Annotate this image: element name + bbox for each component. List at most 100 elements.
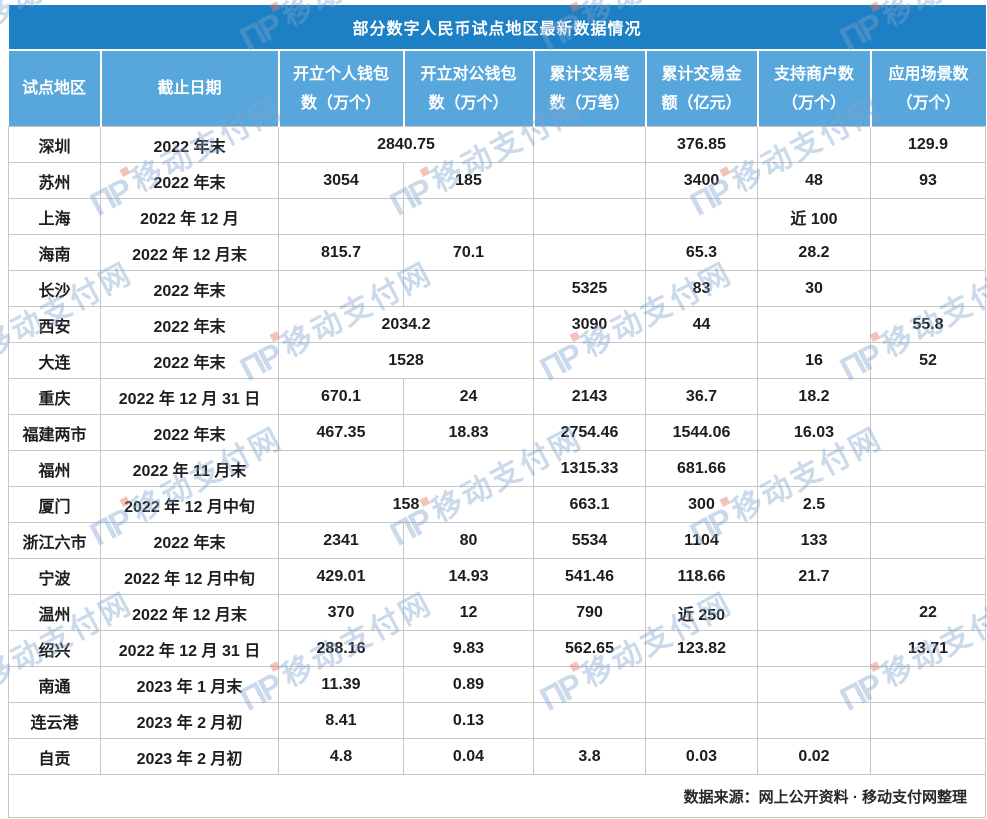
tx-amount-cell: 83: [645, 270, 758, 307]
table-row: 厦门 2022 年 12 月中旬 158 663.1 300 2.5: [8, 486, 987, 523]
personal-wallet-cell: 670.1: [278, 378, 404, 415]
region-cell: 苏州: [8, 162, 101, 199]
merchants-cell: 2.5: [757, 486, 871, 523]
date-cell: 2022 年末: [100, 306, 279, 343]
merchants-cell: 21.7: [757, 558, 871, 595]
region-cell: 重庆: [8, 378, 101, 415]
date-cell: 2022 年 11 月末: [100, 450, 279, 487]
personal-wallet-cell: 11.39: [278, 666, 404, 703]
tx-count-cell: [533, 666, 646, 703]
region-cell: 福州: [8, 450, 101, 487]
merchants-cell: [757, 126, 871, 163]
table-row: 海南 2022 年 12 月末 815.7 70.1 65.3 28.2: [8, 234, 987, 271]
corporate-wallet-cell: 24: [403, 378, 534, 415]
tx-count-cell: [533, 198, 646, 235]
tx-amount-cell: 376.85: [645, 126, 758, 163]
corporate-wallet-cell: 12: [403, 594, 534, 631]
date-cell: 2022 年末: [100, 270, 279, 307]
date-cell: 2022 年 12 月 31 日: [100, 630, 279, 667]
date-cell: 2022 年 12 月: [100, 198, 279, 235]
table-row: 苏州 2022 年末 3054 185 3400 48 93: [8, 162, 987, 199]
date-cell: 2022 年末: [100, 126, 279, 163]
tx-count-cell: 790: [533, 594, 646, 631]
merchants-cell: 0.02: [757, 738, 871, 775]
personal-wallet-cell: 467.35: [278, 414, 404, 451]
scenarios-cell: 129.9: [869, 126, 987, 163]
col-header-corporate-wallet: 开立对公钱包 数（万个）: [402, 50, 534, 127]
pilot-data-table: 部分数字人民币试点地区最新数据情况 试点地区 截止日期 开立个人钱包 数（万个）…: [7, 5, 987, 818]
tx-amount-cell: 123.82: [645, 630, 758, 667]
tx-amount-cell: 44: [645, 306, 758, 343]
scenarios-cell: 22: [869, 594, 987, 631]
tx-count-cell: 5534: [533, 522, 646, 559]
tx-count-cell: [533, 234, 646, 271]
personal-wallet-cell: 815.7: [278, 234, 404, 271]
scenarios-cell: [869, 486, 987, 523]
region-cell: 自贡: [8, 738, 101, 775]
date-cell: 2022 年末: [100, 342, 279, 379]
corporate-wallet-cell: 70.1: [403, 234, 534, 271]
corporate-wallet-cell: 0.04: [403, 738, 534, 775]
corporate-wallet-cell: 185: [403, 162, 534, 199]
tx-amount-cell: [645, 342, 758, 379]
date-cell: 2023 年 1 月末: [100, 666, 279, 703]
scenarios-cell: [869, 558, 987, 595]
scenarios-cell: 52: [869, 342, 987, 379]
wallets-merged-cell: 2840.75: [278, 126, 534, 163]
scenarios-cell: [869, 738, 987, 775]
tx-amount-cell: [645, 666, 758, 703]
region-cell: 西安: [8, 306, 101, 343]
merchants-cell: 16.03: [757, 414, 871, 451]
tx-amount-cell: 681.66: [645, 450, 758, 487]
col-header-scenarios: 应用场景数 （万个）: [869, 50, 986, 127]
region-cell: 厦门: [8, 486, 101, 523]
personal-wallet-cell: 429.01: [278, 558, 404, 595]
tx-amount-cell: 0.03: [645, 738, 758, 775]
scenarios-cell: [869, 702, 987, 739]
corporate-wallet-cell: 0.89: [403, 666, 534, 703]
scenarios-cell: [869, 522, 987, 559]
table-row: 长沙 2022 年末 5325 83 30: [8, 270, 987, 307]
tx-count-cell: 541.46: [533, 558, 646, 595]
wallets-merged-cell: 2034.2: [278, 306, 534, 343]
region-cell: 福建两市: [8, 414, 101, 451]
merchants-cell: [757, 666, 871, 703]
table-row: 福建两市 2022 年末 467.35 18.83 2754.46 1544.06 16.0…: [8, 414, 987, 451]
data-source-note: 数据来源：网上公开资料 · 移动支付网整理: [7, 774, 987, 818]
col-header-merchants: 支持商户数 （万个）: [756, 50, 871, 127]
corporate-wallet-cell: [403, 270, 534, 307]
date-cell: 2022 年末: [100, 162, 279, 199]
tx-amount-cell: 3400: [645, 162, 758, 199]
table-row: 上海 2022 年 12 月 近 100: [8, 198, 987, 235]
scenarios-cell: [869, 414, 987, 451]
personal-wallet-cell: [278, 450, 404, 487]
tx-count-cell: 562.65: [533, 630, 646, 667]
merchants-cell: 133: [757, 522, 871, 559]
table-row: 西安 2022 年末 2034.2 3090 44 55.8: [8, 306, 987, 343]
scenarios-cell: [869, 234, 987, 271]
tx-amount-cell: 近 250: [645, 594, 758, 631]
corporate-wallet-cell: [403, 450, 534, 487]
merchants-cell: [757, 306, 871, 343]
wallets-merged-cell: 1528: [278, 342, 534, 379]
table-title: 部分数字人民币试点地区最新数据情况: [8, 5, 986, 51]
merchants-cell: [757, 594, 871, 631]
merchants-cell: [757, 702, 871, 739]
corporate-wallet-cell: [403, 198, 534, 235]
tx-amount-cell: 300: [645, 486, 758, 523]
merchants-cell: [757, 630, 871, 667]
table-row: 深圳 2022 年末 2840.75 376.85 129.9: [8, 126, 987, 163]
merchants-cell: [757, 450, 871, 487]
personal-wallet-cell: [278, 270, 404, 307]
tx-amount-cell: [645, 702, 758, 739]
region-cell: 南通: [8, 666, 101, 703]
merchants-cell: 16: [757, 342, 871, 379]
personal-wallet-cell: 2341: [278, 522, 404, 559]
personal-wallet-cell: 4.8: [278, 738, 404, 775]
tx-count-cell: 1315.33: [533, 450, 646, 487]
col-header-date: 截止日期: [99, 50, 279, 127]
personal-wallet-cell: 3054: [278, 162, 404, 199]
region-cell: 连云港: [8, 702, 101, 739]
table-row: 宁波 2022 年 12 月中旬 429.01 14.93 541.46 118.66 21…: [8, 558, 987, 595]
date-cell: 2022 年 12 月中旬: [100, 486, 279, 523]
